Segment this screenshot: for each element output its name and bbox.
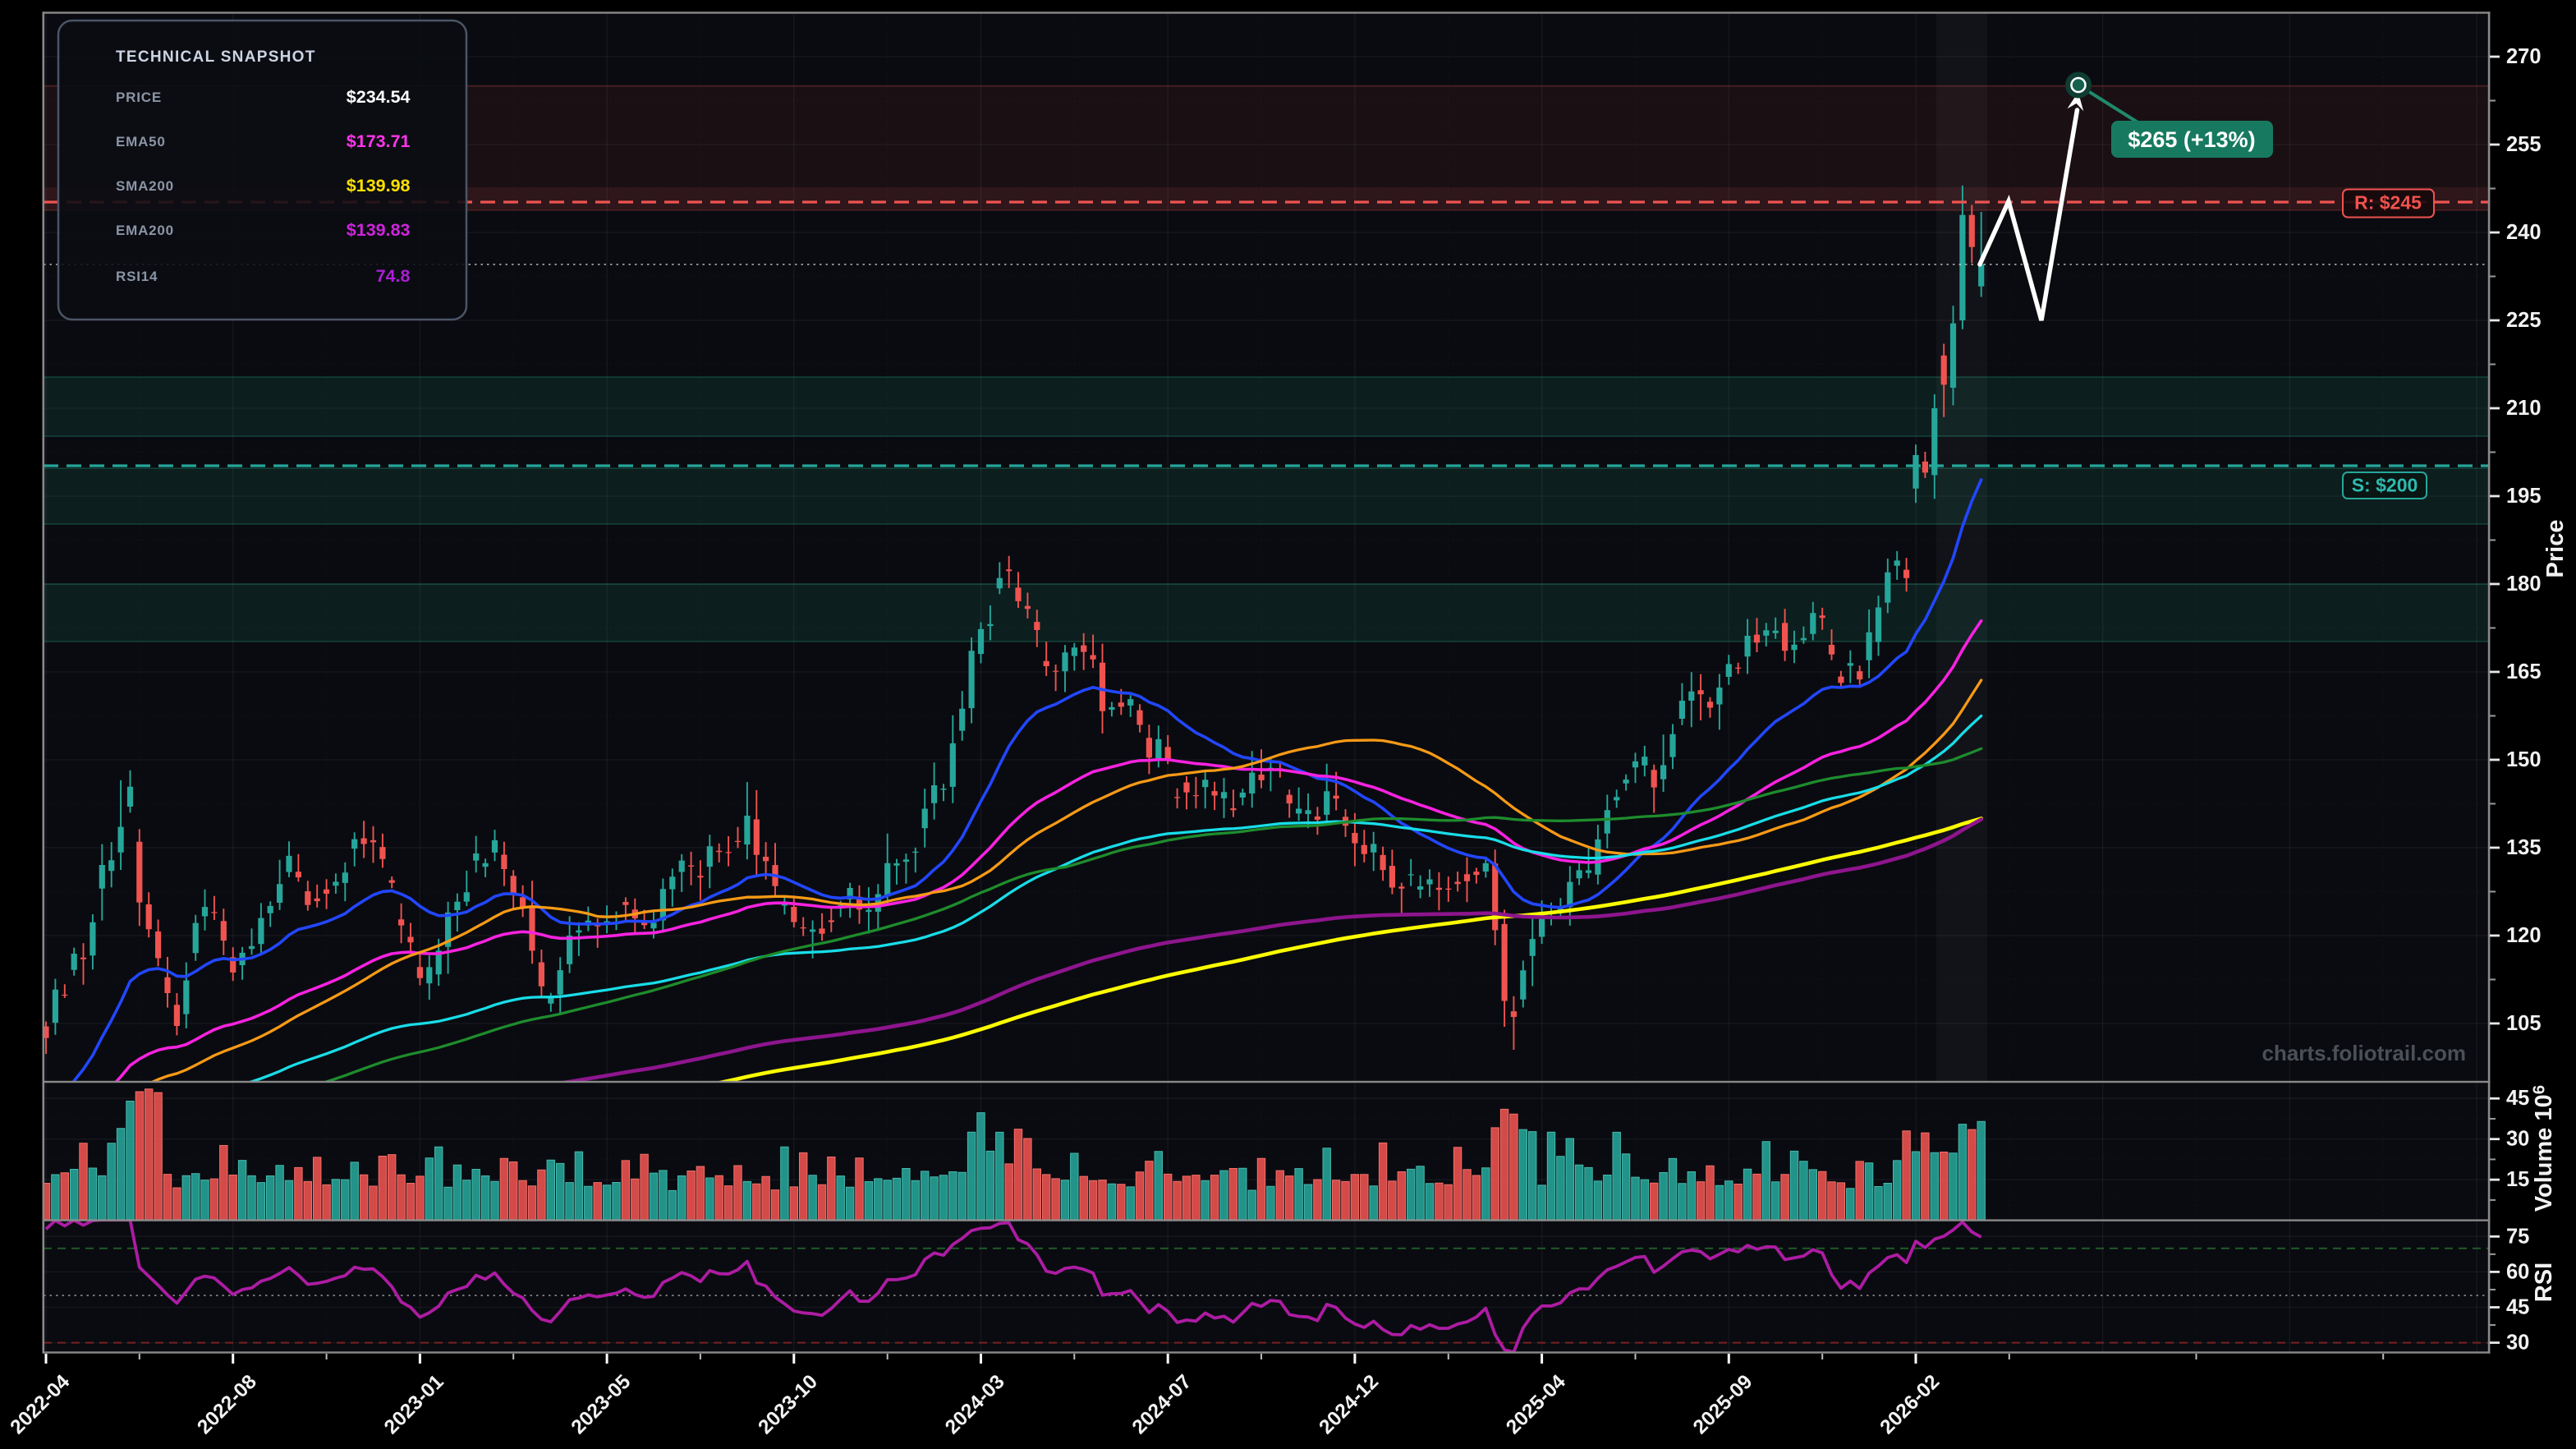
svg-text:Price: Price: [2542, 520, 2569, 578]
svg-text:240: 240: [2506, 221, 2542, 244]
svg-text:$173.71: $173.71: [347, 131, 411, 151]
svg-text:$234.54: $234.54: [347, 87, 411, 107]
svg-text:180: 180: [2506, 573, 2542, 596]
svg-text:135: 135: [2506, 836, 2542, 859]
svg-text:45: 45: [2506, 1087, 2529, 1110]
svg-text:75: 75: [2506, 1225, 2529, 1248]
svg-text:45: 45: [2506, 1296, 2529, 1319]
svg-text:EMA50: EMA50: [116, 134, 166, 150]
svg-text:Volume 106: Volume 106: [2530, 1085, 2558, 1212]
svg-text:TECHNICAL SNAPSHOT: TECHNICAL SNAPSHOT: [116, 48, 316, 66]
svg-text:165: 165: [2506, 660, 2542, 683]
svg-text:60: 60: [2506, 1260, 2529, 1283]
svg-text:$139.98: $139.98: [347, 176, 411, 196]
svg-text:$139.83: $139.83: [347, 220, 411, 240]
svg-text:$265 (+13%): $265 (+13%): [2128, 127, 2255, 152]
svg-text:210: 210: [2506, 397, 2542, 420]
svg-text:RSI14: RSI14: [116, 269, 158, 284]
svg-text:30: 30: [2506, 1128, 2529, 1151]
svg-text:15: 15: [2506, 1168, 2529, 1191]
svg-text:270: 270: [2506, 45, 2542, 68]
svg-text:195: 195: [2506, 485, 2542, 508]
svg-text:150: 150: [2506, 748, 2542, 771]
svg-text:255: 255: [2506, 133, 2542, 156]
svg-text:PRICE: PRICE: [116, 90, 162, 105]
svg-text:EMA200: EMA200: [116, 223, 174, 238]
svg-text:S: $200: S: $200: [2352, 475, 2418, 496]
svg-text:30: 30: [2506, 1332, 2529, 1355]
svg-text:225: 225: [2506, 309, 2542, 332]
svg-text:RSI: RSI: [2531, 1263, 2557, 1302]
svg-text:120: 120: [2506, 924, 2542, 947]
svg-text:R: $245: R: $245: [2354, 192, 2422, 214]
svg-text:charts.foliotrail.com: charts.foliotrail.com: [2262, 1041, 2467, 1065]
svg-text:SMA200: SMA200: [116, 178, 174, 194]
svg-text:105: 105: [2506, 1012, 2542, 1035]
svg-text:74.8: 74.8: [376, 266, 411, 286]
